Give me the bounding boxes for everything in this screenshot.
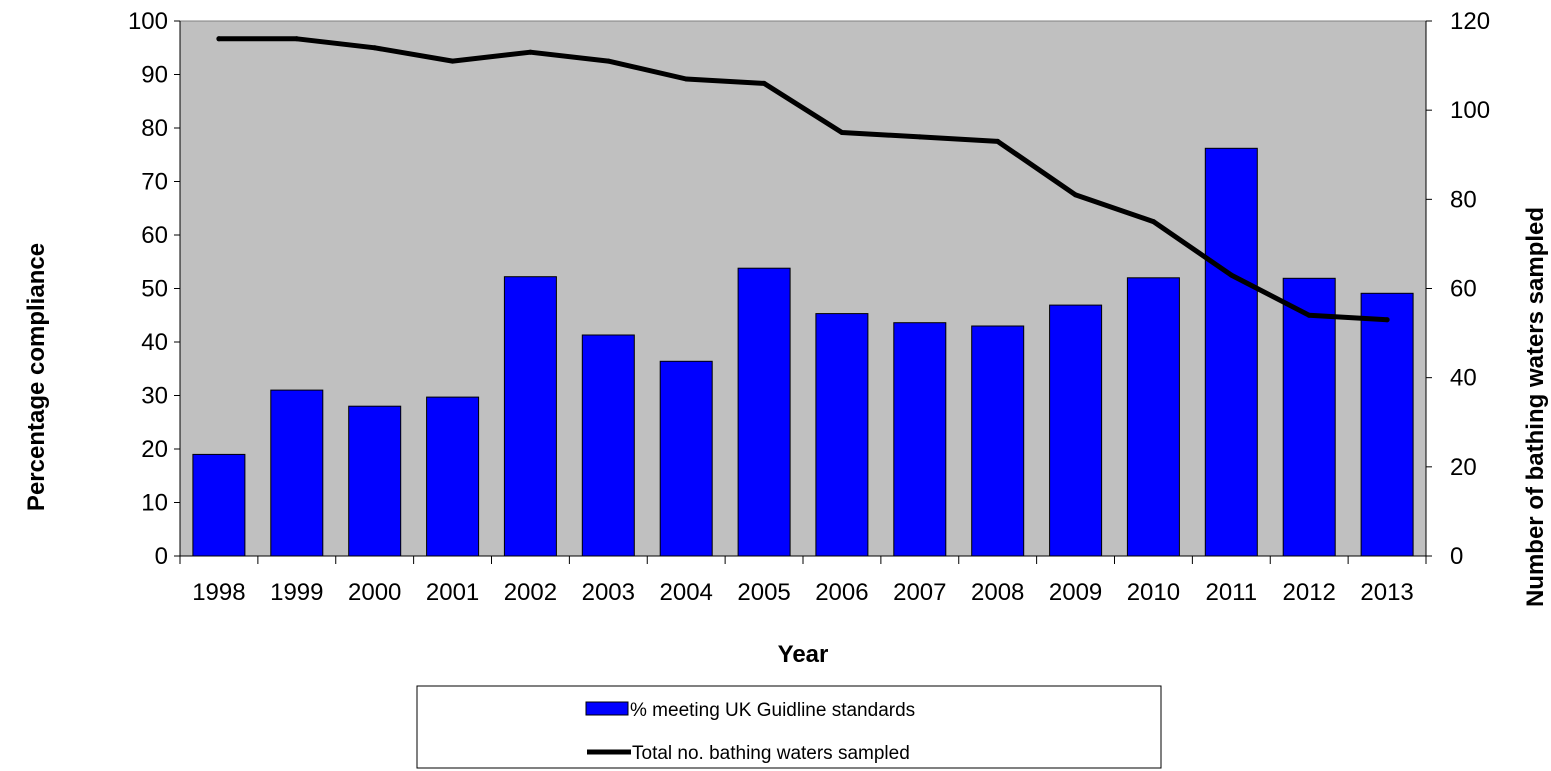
legend-box	[416, 685, 1162, 769]
bar-2007	[893, 322, 947, 557]
bar-2009	[1049, 304, 1103, 557]
line-point-1998	[216, 36, 222, 42]
x-tick-label-2009: 2009	[1049, 579, 1102, 606]
x-tick-label-2001: 2001	[426, 579, 479, 606]
y-tick-label-20: 20	[141, 436, 168, 463]
bar-1998	[192, 453, 246, 557]
line-point-2006	[839, 130, 845, 135]
line-point-2010	[1150, 219, 1156, 225]
legend-label-bar: % meeting UK Guidline standards	[630, 700, 915, 721]
x-tick-label-1998: 1998	[192, 579, 245, 606]
y2-tick-label-120: 120	[1450, 8, 1490, 35]
line-point-2004	[683, 76, 689, 82]
x-tick-label-2011: 2011	[1205, 579, 1257, 606]
bar-2012	[1282, 277, 1336, 557]
bar-2003	[581, 334, 635, 557]
y2-tick-label-0: 0	[1450, 543, 1463, 570]
bar-1999	[270, 389, 324, 557]
legend-swatch-bar	[585, 701, 629, 716]
line-point-2012	[1306, 312, 1312, 318]
y-tick-label-90: 90	[141, 62, 168, 89]
y2-tick-label-40: 40	[1450, 365, 1477, 392]
legend-label-line: Total no. bathing waters sampled	[632, 743, 910, 764]
line-point-2007	[917, 134, 923, 140]
line-point-2000	[372, 45, 378, 51]
line-layer	[216, 36, 1390, 323]
bar-2006	[815, 313, 869, 557]
y-tick-label-50: 50	[141, 276, 168, 303]
bar-2013	[1360, 292, 1414, 557]
y-tick-label-60: 60	[141, 222, 168, 249]
bar-2004	[659, 360, 713, 557]
bar-2011	[1204, 147, 1258, 557]
line-point-2002	[527, 49, 533, 55]
y2-tick-label-80: 80	[1450, 186, 1477, 213]
y-tick-label-30: 30	[141, 383, 168, 410]
line-point-2009	[1073, 192, 1079, 198]
x-tick-label-2004: 2004	[660, 579, 713, 606]
line-point-1999	[294, 36, 300, 42]
x-tick-label-2010: 2010	[1127, 579, 1180, 606]
bar-2008	[971, 325, 1025, 557]
y2-tick-label-60: 60	[1450, 276, 1477, 303]
y-tick-label-10: 10	[141, 490, 168, 517]
line-point-2013	[1384, 317, 1390, 323]
line-point-2005	[761, 80, 767, 86]
y-tick-label-80: 80	[141, 115, 168, 142]
x-tick-label-2007: 2007	[893, 579, 946, 606]
x-tick-label-2003: 2003	[582, 579, 635, 606]
bar-2010	[1126, 277, 1180, 557]
x-tick-label-2013: 2013	[1360, 579, 1413, 606]
y-axis-title: Percentage compliance	[23, 243, 50, 511]
x-tick-label-2008: 2008	[971, 579, 1024, 606]
x-axis-title: Year	[778, 641, 829, 668]
y2-axis-title: Number of bathing waters sampled	[1522, 207, 1549, 607]
x-tick-label-2002: 2002	[504, 579, 557, 606]
legend: % meeting UK Guidline standards Total no…	[416, 685, 1162, 769]
x-tick-label-2012: 2012	[1283, 579, 1336, 606]
y-tick-label-70: 70	[141, 169, 168, 196]
line-point-2001	[450, 58, 456, 64]
line-point-2011	[1228, 272, 1234, 278]
ticks-layer: 0 10 20 30 40 50 60 70 80 90 100 0 20 40 60 80 100 120 199…	[128, 8, 1490, 606]
y-tick-label-100: 100	[128, 8, 168, 35]
bar-2001	[426, 396, 480, 557]
line-point-2003	[605, 58, 611, 64]
y-tick-label-40: 40	[141, 329, 168, 356]
x-tick-label-2000: 2000	[348, 579, 401, 606]
y-tick-label-0: 0	[155, 543, 168, 570]
line-point-2008	[995, 138, 1001, 144]
y2-tick-label-100: 100	[1450, 97, 1490, 124]
y2-tick-label-20: 20	[1450, 454, 1477, 481]
x-tick-label-1999: 1999	[270, 579, 323, 606]
bar-2002	[503, 276, 557, 557]
x-tick-label-2005: 2005	[737, 579, 790, 606]
x-tick-label-2006: 2006	[815, 579, 868, 606]
bar-2000	[348, 405, 402, 557]
line-total-bathing-waters	[216, 36, 1390, 323]
bar-2005	[737, 267, 791, 557]
bars-layer	[192, 147, 1414, 557]
